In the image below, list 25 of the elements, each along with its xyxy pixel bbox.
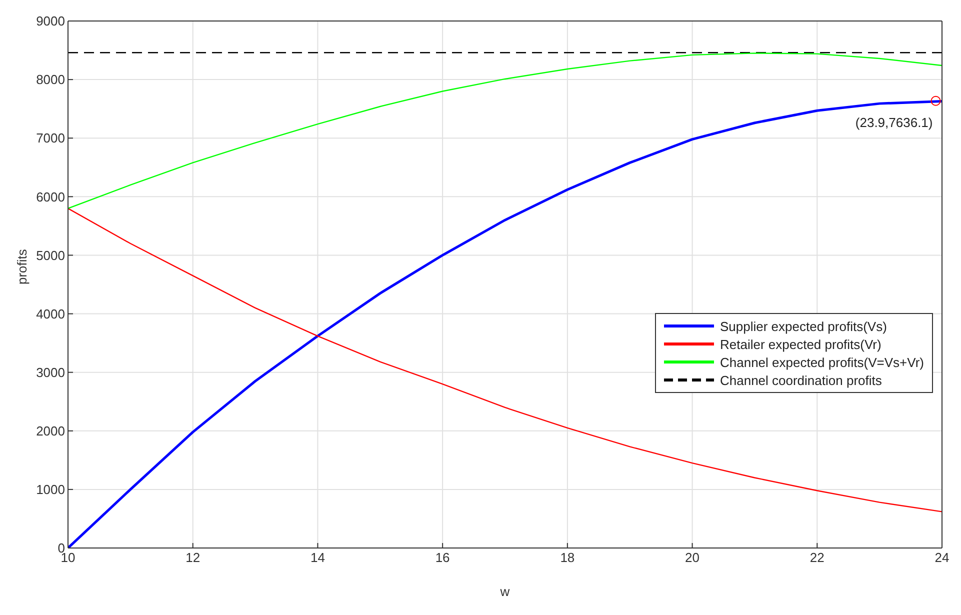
line-series [68,52,942,209]
y-tick-label: 5000 [36,248,65,263]
y-axis-title: profits [14,248,30,284]
x-axis-title: w [499,584,510,599]
annotation: (23.9,7636.1) [855,114,933,130]
legend-label: Retailer expected profits(Vr) [720,336,882,352]
line-series [68,208,942,512]
x-tick-label: 14 [310,550,325,566]
y-tick-label: 3000 [36,364,65,380]
y-tick-label: 1000 [36,482,65,498]
x-tick-label: 12 [186,550,200,566]
x-tick-label: 24 [934,550,950,566]
y-tick-label: 6000 [36,189,65,204]
y-tick-label: 7000 [36,130,65,146]
x-tick-label: 16 [435,550,450,566]
y-tick-label: 9000 [36,14,65,29]
x-tick-label: 18 [560,550,575,566]
legend-label: Channel coordination profits [720,372,882,388]
y-tick-label: 2000 [36,424,65,439]
y-tick-label: 4000 [36,306,65,322]
legend-label: Supplier expected profits(Vs) [720,318,887,334]
y-tick-label: 8000 [36,72,65,88]
x-tick-label: 22 [810,550,824,566]
legend-label: Channel expected profits(V=Vs+Vr) [720,354,924,370]
x-tick-label: 20 [685,550,700,566]
